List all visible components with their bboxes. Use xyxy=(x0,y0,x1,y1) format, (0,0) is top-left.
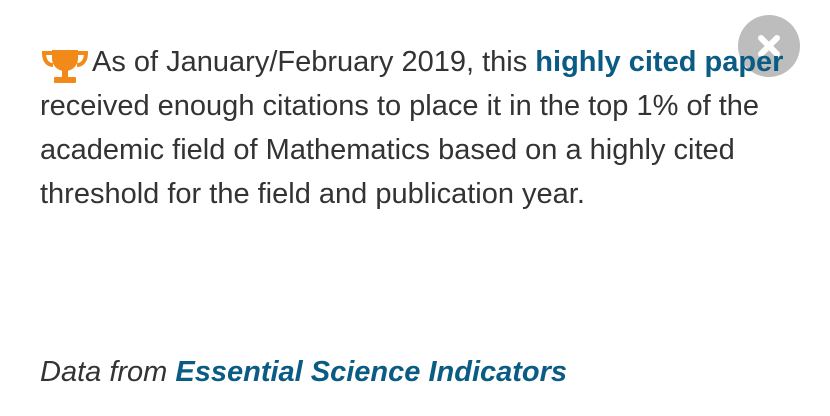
message-suffix: received enough citations to place it in… xyxy=(40,90,760,210)
close-button[interactable] xyxy=(738,15,800,77)
highly-cited-paper-link[interactable]: highly cited paper xyxy=(535,46,784,78)
source-prefix: Data from xyxy=(40,356,176,388)
data-source: Data from Essential Science Indicators xyxy=(40,350,567,394)
essential-science-indicators-link[interactable]: Essential Science Indicators xyxy=(175,356,568,388)
close-icon xyxy=(754,31,784,61)
trophy-icon xyxy=(40,40,92,84)
highly-cited-message: As of January/February 2019, this highly… xyxy=(40,40,790,216)
message-prefix: As of January/February 2019, this xyxy=(92,46,536,78)
